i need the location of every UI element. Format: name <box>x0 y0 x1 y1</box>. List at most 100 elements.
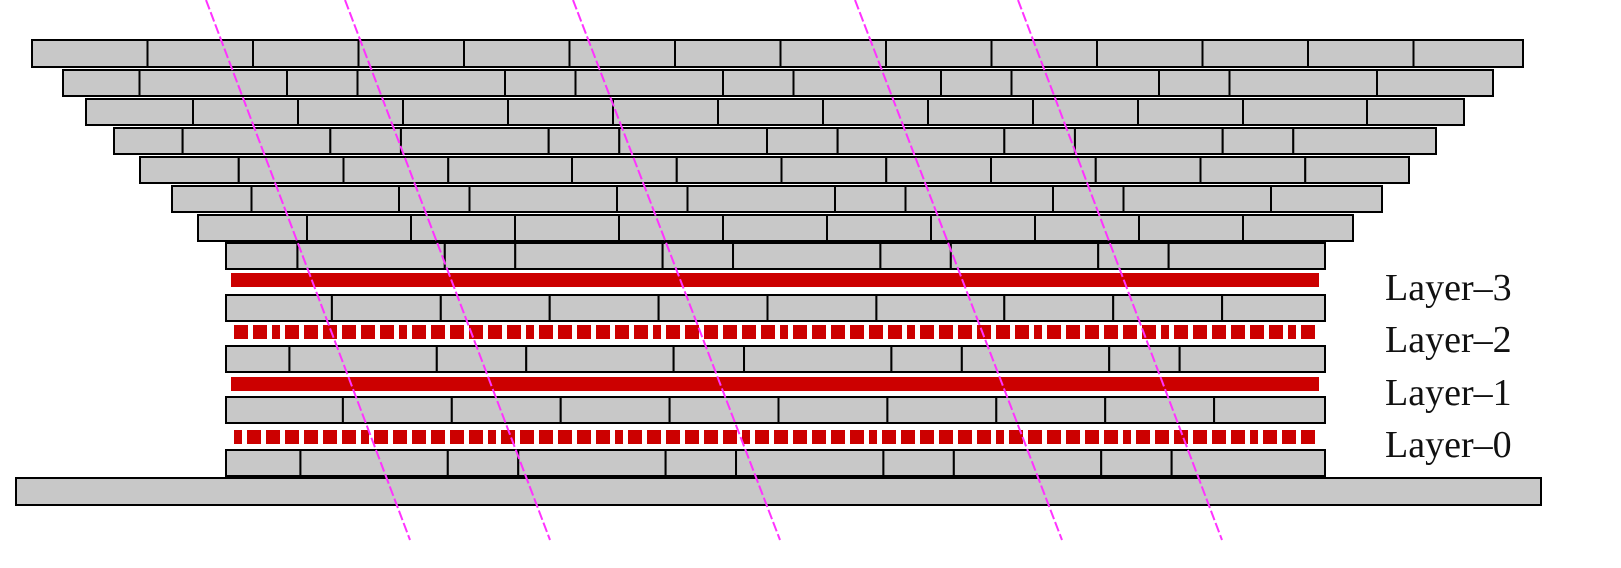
layer-segment <box>1174 325 1188 339</box>
brick <box>672 345 746 373</box>
layer-segment <box>653 325 661 339</box>
brick <box>618 127 769 155</box>
layer-segment <box>431 325 445 339</box>
brick <box>399 127 550 155</box>
brick <box>517 449 667 477</box>
brick <box>1073 127 1224 155</box>
layer-segment <box>628 430 642 444</box>
layer-labels: Layer–3 Layer–2 Layer–1 Layer–0 <box>1385 267 1512 466</box>
brick <box>288 345 438 373</box>
brick <box>1003 127 1076 155</box>
layer-segment <box>850 325 864 339</box>
brick <box>504 69 577 97</box>
layer-segment <box>615 325 629 339</box>
layer-segment <box>723 430 737 444</box>
layer-segment <box>539 430 553 444</box>
layer-1-label: Layer–1 <box>1385 372 1512 414</box>
brick <box>31 39 149 68</box>
layer-segment <box>488 325 502 339</box>
brick <box>1094 156 1202 184</box>
layer-segment <box>1047 430 1061 444</box>
layer-0-label: Layer–0 <box>1385 424 1512 466</box>
sensor-layers <box>231 273 1319 444</box>
layer-segment <box>958 430 972 444</box>
layer-segment <box>1231 430 1245 444</box>
brick <box>1100 449 1173 477</box>
brick <box>250 185 400 213</box>
layer-segment <box>901 430 915 444</box>
brick <box>940 69 1013 97</box>
brick <box>766 127 839 155</box>
brick <box>668 396 780 424</box>
layer-segment <box>1212 325 1226 339</box>
layer-segment <box>1066 430 1080 444</box>
layer-segment <box>304 325 318 339</box>
brick <box>297 98 404 126</box>
layer-segment <box>374 430 388 444</box>
brick <box>834 185 907 213</box>
layer-segment <box>1193 430 1207 444</box>
brick <box>1108 345 1181 373</box>
brick <box>949 242 1100 270</box>
brick <box>356 69 506 97</box>
brick <box>952 449 1103 477</box>
layer-segment <box>869 325 883 339</box>
layer-2-label: Layer–2 <box>1385 319 1512 361</box>
brick <box>1213 396 1326 424</box>
brick <box>1178 345 1327 373</box>
brick <box>402 98 509 126</box>
brick <box>990 156 1097 184</box>
brick <box>197 214 308 242</box>
brick <box>875 294 1006 322</box>
brick <box>792 69 942 97</box>
brick <box>357 39 465 68</box>
brick <box>463 39 571 68</box>
brick <box>664 449 738 477</box>
layer-segment <box>361 430 369 444</box>
brick <box>1366 98 1465 126</box>
layer-segment <box>831 325 845 339</box>
brick <box>1158 69 1231 97</box>
brick <box>113 127 184 155</box>
layer-segment <box>412 430 426 444</box>
brick <box>237 156 345 184</box>
layer-segment <box>1085 325 1099 339</box>
brick <box>225 396 344 424</box>
brick <box>618 214 724 242</box>
layer-segment <box>1136 430 1150 444</box>
layer-segment <box>793 430 807 444</box>
layer-segment <box>1123 430 1131 444</box>
layer-segment <box>1301 430 1315 444</box>
brick <box>1292 127 1438 155</box>
brick <box>1112 294 1224 322</box>
layer-segment <box>342 325 356 339</box>
brick <box>568 39 676 68</box>
layer-segment <box>596 430 610 444</box>
brick <box>657 294 769 322</box>
brick <box>1412 39 1524 68</box>
particle-track <box>1017 0 1223 541</box>
layer-strip <box>231 377 1319 391</box>
brick <box>1242 98 1368 126</box>
particle-tracks <box>205 0 1223 541</box>
layer-segment <box>1250 325 1264 339</box>
layer-segment <box>812 325 826 339</box>
layer-segment <box>253 325 267 339</box>
brick <box>548 294 660 322</box>
brick <box>1122 185 1272 213</box>
brick <box>514 214 620 242</box>
brick <box>341 396 453 424</box>
layer-3-label: Layer–3 <box>1385 267 1512 309</box>
brick <box>410 214 516 242</box>
brick <box>439 294 551 322</box>
brick <box>885 39 993 68</box>
brick <box>450 396 562 424</box>
layer-segment <box>1085 430 1099 444</box>
brick <box>1304 156 1410 184</box>
brick <box>1137 98 1244 126</box>
layer-segment <box>939 325 953 339</box>
layer-segment <box>558 325 572 339</box>
brick <box>468 185 618 213</box>
brick <box>777 396 889 424</box>
layer-segment <box>780 325 788 339</box>
